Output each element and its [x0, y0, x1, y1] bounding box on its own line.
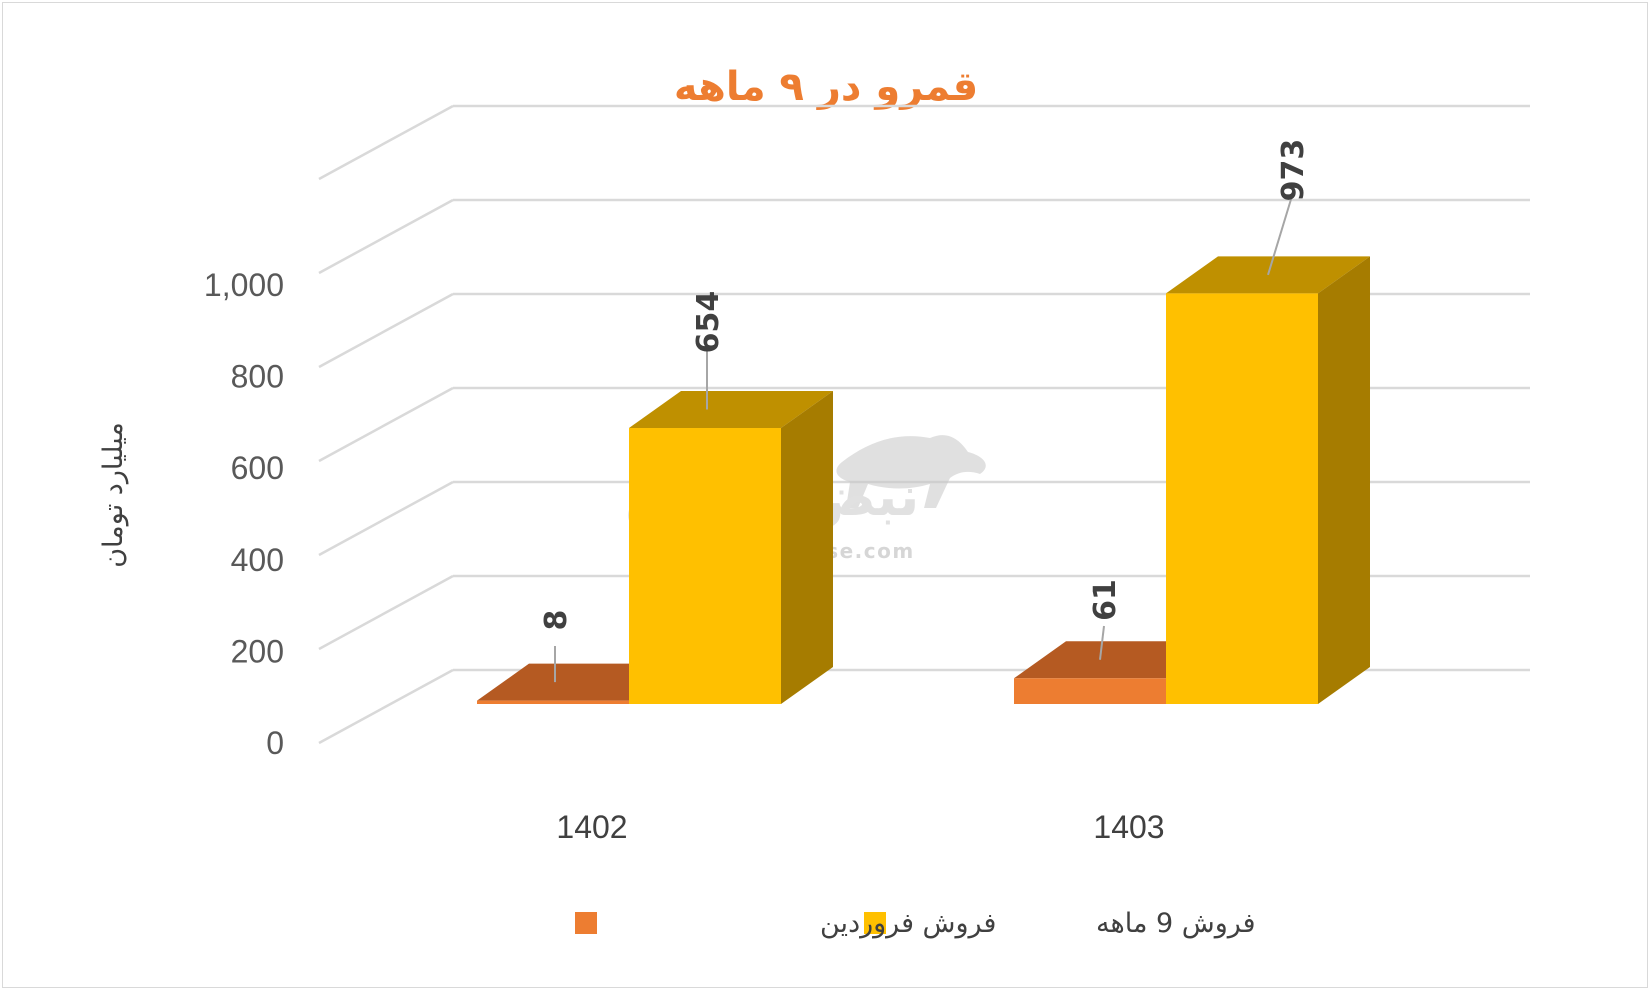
x-tick-label: 1402	[556, 809, 627, 845]
gridline	[318, 104, 1530, 181]
legend-item[interactable]: فروش فروردین	[575, 908, 996, 939]
x-axis-categories: 1402 1403	[556, 809, 1164, 845]
legend-item[interactable]: فروش 9 ماهه	[864, 908, 1256, 939]
bars	[477, 256, 1370, 704]
leader-line	[1099, 625, 1105, 660]
y-tick-label: 1,000	[204, 267, 284, 303]
legend[interactable]: فروش 9 ماهه فروش فروردین	[575, 908, 1256, 939]
data-labels: 8 654 61 973	[539, 139, 1311, 631]
leader-line	[1267, 195, 1293, 276]
legend-swatch	[575, 912, 597, 934]
legend-label: فروش فروردین	[820, 908, 996, 939]
x-tick-label: 1403	[1093, 809, 1164, 845]
data-label: 61	[1088, 579, 1123, 621]
data-label-leaders	[554, 195, 1293, 683]
y-axis-label: میلیارد تومان	[98, 422, 129, 568]
y-axis-ticks: 0 200 400 600 800 1,000	[204, 267, 284, 761]
y-tick-label: 400	[231, 542, 284, 578]
bar	[1166, 256, 1370, 704]
y-tick-label: 0	[266, 725, 284, 761]
chart-title: قمرو در ۹ ماهه	[674, 64, 978, 110]
data-label: 973	[1276, 139, 1311, 202]
bar	[629, 391, 833, 704]
legend-swatch	[864, 912, 886, 934]
y-tick-label: 800	[231, 359, 284, 395]
y-tick-label: 600	[231, 450, 284, 486]
data-label: 8	[539, 610, 574, 631]
bull-logo-icon	[836, 435, 986, 508]
legend-label: فروش 9 ماهه	[1096, 908, 1256, 939]
y-tick-label: 200	[231, 633, 284, 669]
data-label: 654	[691, 291, 726, 354]
gridline	[318, 198, 1530, 275]
